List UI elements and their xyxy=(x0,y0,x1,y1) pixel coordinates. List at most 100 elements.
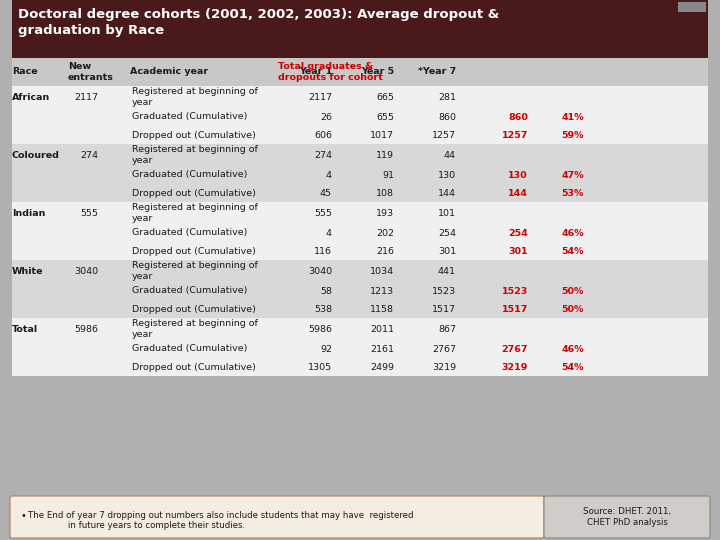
Text: 193: 193 xyxy=(376,208,394,218)
Text: 1257: 1257 xyxy=(502,131,528,139)
Text: 441: 441 xyxy=(438,267,456,275)
Text: 3040: 3040 xyxy=(308,267,332,275)
Text: 254: 254 xyxy=(438,228,456,238)
Text: 538: 538 xyxy=(314,305,332,314)
Text: 867: 867 xyxy=(438,325,456,334)
Text: Dropped out (Cumulative): Dropped out (Cumulative) xyxy=(132,131,256,139)
FancyBboxPatch shape xyxy=(12,242,708,260)
Text: Doctoral degree cohorts (2001, 2002, 2003): Average dropout &: Doctoral degree cohorts (2001, 2002, 200… xyxy=(18,8,499,21)
Text: Dropped out (Cumulative): Dropped out (Cumulative) xyxy=(132,188,256,198)
FancyBboxPatch shape xyxy=(12,166,708,184)
Text: 91: 91 xyxy=(382,171,394,179)
Text: African: African xyxy=(12,92,50,102)
FancyBboxPatch shape xyxy=(12,300,708,318)
Text: 1034: 1034 xyxy=(370,267,394,275)
Text: 860: 860 xyxy=(438,112,456,122)
Text: 3040: 3040 xyxy=(74,267,98,275)
Text: 58: 58 xyxy=(320,287,332,295)
Text: 274: 274 xyxy=(80,151,98,159)
Text: 47%: 47% xyxy=(562,171,584,179)
Text: 2767: 2767 xyxy=(502,345,528,354)
FancyBboxPatch shape xyxy=(12,260,708,282)
Text: 50%: 50% xyxy=(562,287,584,295)
Text: •: • xyxy=(20,511,26,521)
Text: 1523: 1523 xyxy=(432,287,456,295)
Text: White: White xyxy=(12,267,43,275)
Text: 216: 216 xyxy=(376,246,394,255)
Text: 1517: 1517 xyxy=(432,305,456,314)
Text: 144: 144 xyxy=(438,188,456,198)
Text: 45: 45 xyxy=(320,188,332,198)
Text: 2499: 2499 xyxy=(370,362,394,372)
Text: 54%: 54% xyxy=(562,362,584,372)
Text: 5986: 5986 xyxy=(74,325,98,334)
Text: 301: 301 xyxy=(508,246,528,255)
Text: 274: 274 xyxy=(314,151,332,159)
Text: Race: Race xyxy=(12,68,37,77)
FancyBboxPatch shape xyxy=(12,340,708,358)
Text: 3219: 3219 xyxy=(502,362,528,372)
Text: 53%: 53% xyxy=(562,188,584,198)
Text: 1158: 1158 xyxy=(370,305,394,314)
Text: 44: 44 xyxy=(444,151,456,159)
Text: Registered at beginning of
year: Registered at beginning of year xyxy=(132,319,258,339)
FancyBboxPatch shape xyxy=(12,202,708,224)
Text: Coloured: Coloured xyxy=(12,151,60,159)
Text: 665: 665 xyxy=(376,92,394,102)
Text: 41%: 41% xyxy=(562,112,584,122)
Text: Source: DHET. 2011,
CHET PhD analysis: Source: DHET. 2011, CHET PhD analysis xyxy=(583,507,671,526)
Text: 2161: 2161 xyxy=(370,345,394,354)
Text: 119: 119 xyxy=(376,151,394,159)
Text: 555: 555 xyxy=(314,208,332,218)
Text: Total: Total xyxy=(12,325,38,334)
Text: 281: 281 xyxy=(438,92,456,102)
Text: 3219: 3219 xyxy=(432,362,456,372)
Text: 92: 92 xyxy=(320,345,332,354)
Text: 5986: 5986 xyxy=(308,325,332,334)
FancyBboxPatch shape xyxy=(678,2,706,12)
Text: 144: 144 xyxy=(508,188,528,198)
Text: Graduated (Cumulative): Graduated (Cumulative) xyxy=(132,112,248,122)
FancyBboxPatch shape xyxy=(12,184,708,202)
Text: Year 1: Year 1 xyxy=(299,68,332,77)
FancyBboxPatch shape xyxy=(12,144,708,166)
Text: 1517: 1517 xyxy=(502,305,528,314)
Text: 1257: 1257 xyxy=(432,131,456,139)
Text: New
entrants: New entrants xyxy=(68,62,114,82)
Text: Academic year: Academic year xyxy=(130,68,208,77)
Text: 2011: 2011 xyxy=(370,325,394,334)
FancyBboxPatch shape xyxy=(12,358,708,376)
Text: 116: 116 xyxy=(314,246,332,255)
Text: 606: 606 xyxy=(314,131,332,139)
Text: Dropped out (Cumulative): Dropped out (Cumulative) xyxy=(132,246,256,255)
Text: Registered at beginning of
year: Registered at beginning of year xyxy=(132,203,258,222)
FancyBboxPatch shape xyxy=(12,224,708,242)
Text: Registered at beginning of
year: Registered at beginning of year xyxy=(132,261,258,281)
Text: 1213: 1213 xyxy=(370,287,394,295)
Text: 254: 254 xyxy=(508,228,528,238)
Text: 301: 301 xyxy=(438,246,456,255)
Text: 46%: 46% xyxy=(562,345,584,354)
Text: 26: 26 xyxy=(320,112,332,122)
Text: Graduated (Cumulative): Graduated (Cumulative) xyxy=(132,287,248,295)
Text: 2117: 2117 xyxy=(308,92,332,102)
Text: Dropped out (Cumulative): Dropped out (Cumulative) xyxy=(132,305,256,314)
Text: 130: 130 xyxy=(438,171,456,179)
FancyBboxPatch shape xyxy=(10,496,544,538)
Text: 860: 860 xyxy=(508,112,528,122)
Text: 50%: 50% xyxy=(562,305,584,314)
Text: 46%: 46% xyxy=(562,228,584,238)
Text: in future years to complete their studies.: in future years to complete their studie… xyxy=(68,521,245,530)
Text: The End of year 7 dropping out numbers also include students that may have  regi: The End of year 7 dropping out numbers a… xyxy=(28,510,413,519)
FancyBboxPatch shape xyxy=(12,126,708,144)
FancyBboxPatch shape xyxy=(544,496,710,538)
FancyBboxPatch shape xyxy=(12,0,708,58)
Text: Graduated (Cumulative): Graduated (Cumulative) xyxy=(132,171,248,179)
FancyBboxPatch shape xyxy=(12,318,708,340)
Text: Graduated (Cumulative): Graduated (Cumulative) xyxy=(132,228,248,238)
Text: *Year 7: *Year 7 xyxy=(418,68,456,77)
Text: 101: 101 xyxy=(438,208,456,218)
Text: 655: 655 xyxy=(376,112,394,122)
Text: 4: 4 xyxy=(326,171,332,179)
Text: 2767: 2767 xyxy=(432,345,456,354)
